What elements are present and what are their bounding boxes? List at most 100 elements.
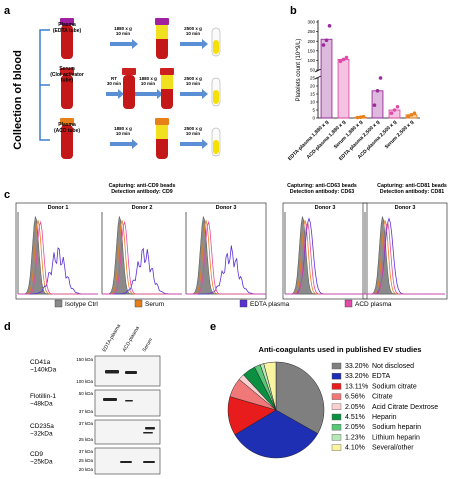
blot-band	[143, 432, 153, 434]
data-point	[361, 114, 366, 119]
blot-protein-label: CD41a ~140kDa	[30, 359, 57, 373]
tube-label-line: (ACD tube)	[54, 128, 80, 134]
isotype-histogram	[285, 216, 365, 295]
step-label-line: 1880 x g	[139, 76, 157, 81]
blot-band	[143, 461, 155, 463]
final-tube-plasma	[213, 40, 219, 54]
tube-whole-blood-body	[61, 125, 73, 159]
blot-protein-label-line: ~140kDa	[30, 366, 57, 373]
step-label: 2500 x g 10 min	[184, 126, 202, 136]
legend-percent: 2.05%	[345, 424, 365, 431]
step-label-line: 1880 x g	[114, 126, 132, 131]
step-label-line: 2500 x g	[184, 26, 202, 31]
capture-group-title-line: Capturing: anti-CD63 beads	[287, 183, 357, 189]
tube-label: Plasma (ACD tube)	[54, 122, 80, 134]
donor-label-line: Donor 3	[216, 205, 237, 211]
donor-label: Donor 3	[395, 205, 416, 211]
y-tick-label: 0	[312, 116, 315, 121]
step-label-line: 2500 x g	[184, 126, 202, 131]
step-label: 2500 x g 10 min	[184, 26, 202, 36]
step-arrow	[110, 39, 138, 49]
capture-group-title: Capturing: anti-CD9 beads Detection antib…	[109, 183, 176, 195]
pie-slice	[275, 361, 325, 434]
blot-protein-label: Flotillin-1 ~48kDa	[30, 393, 56, 407]
legend-swatch	[331, 444, 342, 451]
data-point	[321, 43, 326, 47]
blot-protein-label-line: CD41a	[30, 359, 51, 366]
donor-label: Donor 3	[315, 205, 336, 211]
data-point	[327, 24, 332, 28]
panel-a-letter: a	[4, 5, 11, 17]
step-label-line: 30 min	[107, 81, 122, 86]
acd-histogram	[186, 220, 266, 295]
legend-swatch	[134, 299, 143, 308]
legend-label: ACD plasma	[355, 301, 392, 308]
acd-histogram	[285, 220, 365, 295]
bar	[320, 38, 333, 119]
tube-label-line: tube)	[61, 78, 74, 84]
y-tick-label: 50	[310, 68, 316, 73]
step-label-line: 10 min	[141, 81, 156, 86]
capture-group-title: Capturing: anti-CD81 beads Detection anti…	[377, 183, 447, 195]
data-point	[409, 113, 414, 117]
legend-swatch	[331, 373, 342, 380]
acd-histogram	[18, 220, 98, 295]
tube-label-line: (EDTA tube)	[53, 28, 82, 34]
panel-b-letter: b	[290, 5, 297, 17]
step-arrow	[180, 139, 208, 149]
data-point	[412, 111, 417, 115]
blot-band	[120, 461, 132, 463]
capture-group-box	[282, 202, 368, 300]
data-point	[324, 38, 329, 43]
step-label-line: 10 min	[116, 131, 131, 136]
collection-of-blood-label: Collection of blood	[12, 50, 24, 150]
tube-label: Serum (Clot activator tube)	[50, 66, 84, 84]
lane-label: ACD-plasma	[122, 325, 141, 353]
isotype-histogram	[18, 216, 98, 295]
tube-spun-body	[123, 75, 135, 109]
legend-label: Serum	[145, 301, 164, 308]
legend-percent: 6.56%	[345, 394, 365, 401]
legend-label: Acid Citrate Dextrose	[372, 404, 438, 411]
blot-protein-label-line: ~25kDa	[30, 458, 53, 465]
blot-protein-label-line: CD9	[30, 451, 43, 458]
legend-label: Not disclosed	[372, 363, 414, 370]
legend-label: Sodium heparin	[372, 424, 421, 431]
step-label-line: 10 min	[116, 31, 131, 36]
tube-spun-cap	[160, 68, 174, 75]
legend-percent: 4.10%	[345, 445, 365, 452]
donor-label: Donor 3	[216, 205, 237, 211]
legend-percent: 4.51%	[345, 414, 365, 421]
legend-swatch	[331, 403, 342, 410]
y-tick-label: 20	[310, 84, 316, 89]
step-arrow	[106, 89, 124, 99]
blot-protein-label-line: ~48kDa	[30, 400, 53, 407]
capture-group-title-line: Detection antibody: CD81	[380, 189, 445, 195]
blot-protein-label-line: Flotillin-1	[30, 393, 56, 400]
blood-row-1: Serum (Clot activator tube) RT 30 min 1880 x …	[50, 66, 221, 109]
tube-spun-plasma	[156, 125, 168, 139]
tube-whole-blood-cap	[60, 118, 74, 125]
final-tube-plasma	[213, 140, 219, 154]
marker-label: 37 kDa	[79, 421, 94, 426]
tube-label: Plasma (EDTA tube)	[53, 22, 82, 34]
tube-whole-blood-cap	[60, 18, 74, 25]
step-label: 1880 x g 10 min	[114, 26, 132, 36]
data-point	[406, 114, 411, 119]
step-label: 1880 x g 10 min	[114, 126, 132, 136]
legend-percent: 13.11%	[345, 383, 368, 390]
legend-swatch	[331, 362, 342, 370]
panel-c-letter: c	[4, 189, 10, 201]
blot-protein-label: CD235a ~32kDa	[30, 423, 54, 437]
capture-group-box	[362, 202, 448, 300]
axis-break-mark	[314, 68, 322, 73]
legend-swatch	[331, 393, 342, 400]
step-arrow	[180, 39, 208, 49]
y-tick-label: 25	[310, 76, 316, 81]
acd-histogram	[102, 220, 182, 295]
legend-swatch	[54, 299, 63, 308]
donor-label-line: Donor 2	[132, 205, 153, 211]
